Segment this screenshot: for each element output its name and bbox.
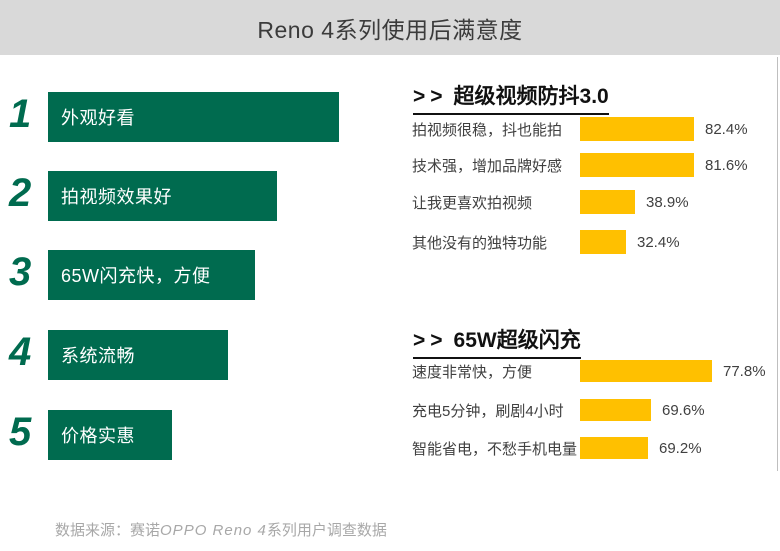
- rank-bar: 系统流畅: [48, 330, 228, 380]
- chart-row: 技术强，增加品牌好感 81.6%: [412, 153, 748, 177]
- rank-item-3: 3 65W闪充快，方便: [0, 250, 255, 300]
- chart-row-label: 技术强，增加品牌好感: [412, 157, 563, 175]
- chart-row: 让我更喜欢拍视频 38.9%: [412, 190, 689, 214]
- rank-label: 价格实惠: [61, 426, 135, 446]
- chart-row-value: 32.4%: [637, 233, 680, 251]
- data-source-suffix: 系列用户调查数据: [266, 522, 387, 539]
- data-source-brand: OPPO Reno 4: [160, 522, 267, 539]
- rank-bar: 65W闪充快，方便: [48, 250, 255, 300]
- chart-row: 智能省电，不愁手机电量 69.2%: [412, 437, 702, 459]
- rank-bar: 外观好看: [48, 92, 339, 142]
- rank-label: 65W闪充快，方便: [61, 266, 211, 286]
- right-frame-line: [777, 57, 778, 471]
- chart-row-label: 让我更喜欢拍视频: [412, 194, 533, 212]
- rank-number: 5: [9, 410, 32, 454]
- chart-row-value: 69.2%: [659, 439, 702, 457]
- rank-label: 系统流畅: [61, 346, 135, 366]
- section-title: 65W超级闪充: [453, 329, 581, 352]
- rank-item-5: 5 价格实惠: [0, 410, 172, 460]
- chart-row-value: 77.8%: [723, 362, 766, 380]
- chart-row-label: 其他没有的独特功能: [412, 234, 548, 252]
- chart-row-label: 充电5分钟，刷剧4小时: [412, 402, 564, 420]
- page-title: Reno 4系列使用后满意度: [257, 16, 523, 43]
- chart-row: 充电5分钟，刷剧4小时 69.6%: [412, 399, 705, 421]
- rank-label: 外观好看: [61, 108, 135, 128]
- chart-row-value: 38.9%: [646, 193, 689, 211]
- data-source-prefix: 数据来源：赛诺: [55, 522, 161, 539]
- rank-item-2: 2 拍视频效果好: [0, 171, 277, 221]
- chart-bar: [580, 360, 712, 382]
- data-source-note: 数据来源：赛诺OPPO Reno 4系列用户调查数据: [55, 519, 387, 540]
- chart-row-label: 速度非常快，方便: [412, 363, 533, 381]
- rank-bar: 拍视频效果好: [48, 171, 277, 221]
- chart-row-value: 82.4%: [705, 120, 748, 138]
- chart-row-value: 81.6%: [705, 156, 748, 174]
- chevrons-icon: >>: [413, 85, 448, 108]
- chart-row-label: 拍视频很稳，抖也能拍: [412, 121, 563, 139]
- chart-bar: [580, 437, 648, 459]
- rank-number: 1: [9, 92, 32, 136]
- chart-row-label: 智能省电，不愁手机电量: [412, 440, 578, 458]
- chart-row: 其他没有的独特功能 32.4%: [412, 230, 680, 254]
- rank-label: 拍视频效果好: [61, 187, 172, 207]
- section-title: 超级视频防抖3.0: [453, 85, 609, 108]
- chart-bar: [580, 190, 635, 214]
- section-heading-video-stabilization: >> 超级视频防抖3.0: [413, 80, 609, 115]
- rank-item-1: 1 外观好看: [0, 92, 339, 142]
- chart-bar: [580, 153, 694, 177]
- chevrons-icon: >>: [413, 329, 448, 352]
- rank-bar: 价格实惠: [48, 410, 172, 460]
- rank-number: 3: [9, 250, 32, 294]
- rank-item-4: 4 系统流畅: [0, 330, 228, 380]
- chart-bar: [580, 117, 694, 141]
- chart-row-value: 69.6%: [662, 401, 705, 419]
- rank-number: 4: [9, 330, 32, 374]
- chart-row: 速度非常快，方便 77.8%: [412, 360, 766, 382]
- section-heading-flash-charge: >> 65W超级闪充: [413, 324, 581, 359]
- rank-number: 2: [9, 171, 32, 215]
- chart-bar: [580, 399, 651, 421]
- chart-bar: [580, 230, 626, 254]
- slide-header: Reno 4系列使用后满意度: [0, 0, 780, 55]
- chart-row: 拍视频很稳，抖也能拍 82.4%: [412, 117, 748, 141]
